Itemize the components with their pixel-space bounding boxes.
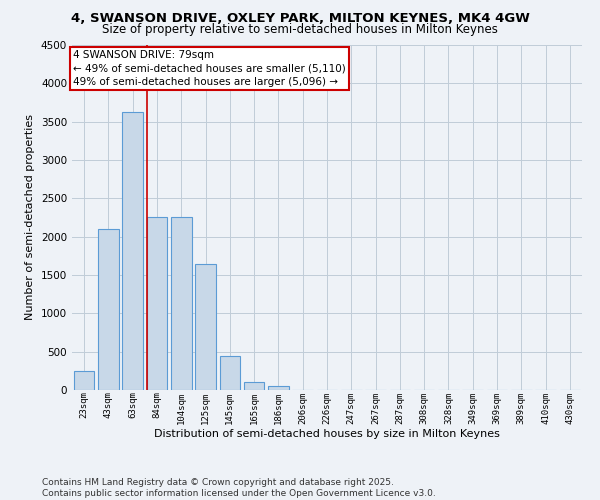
Y-axis label: Number of semi-detached properties: Number of semi-detached properties [25,114,35,320]
Bar [195,264,216,390]
Bar [74,371,94,390]
X-axis label: Distribution of semi-detached houses by size in Milton Keynes: Distribution of semi-detached houses by … [154,429,500,439]
Bar [98,229,119,390]
Text: Size of property relative to semi-detached houses in Milton Keynes: Size of property relative to semi-detach… [102,22,498,36]
Text: 4 SWANSON DRIVE: 79sqm
← 49% of semi-detached houses are smaller (5,110)
49% of : 4 SWANSON DRIVE: 79sqm ← 49% of semi-det… [73,50,346,87]
Bar [122,112,143,390]
Bar [220,356,240,390]
Bar [268,386,289,390]
Text: 4, SWANSON DRIVE, OXLEY PARK, MILTON KEYNES, MK4 4GW: 4, SWANSON DRIVE, OXLEY PARK, MILTON KEY… [71,12,529,26]
Bar [244,382,265,390]
Text: Contains HM Land Registry data © Crown copyright and database right 2025.
Contai: Contains HM Land Registry data © Crown c… [42,478,436,498]
Bar [171,218,191,390]
Bar [146,218,167,390]
